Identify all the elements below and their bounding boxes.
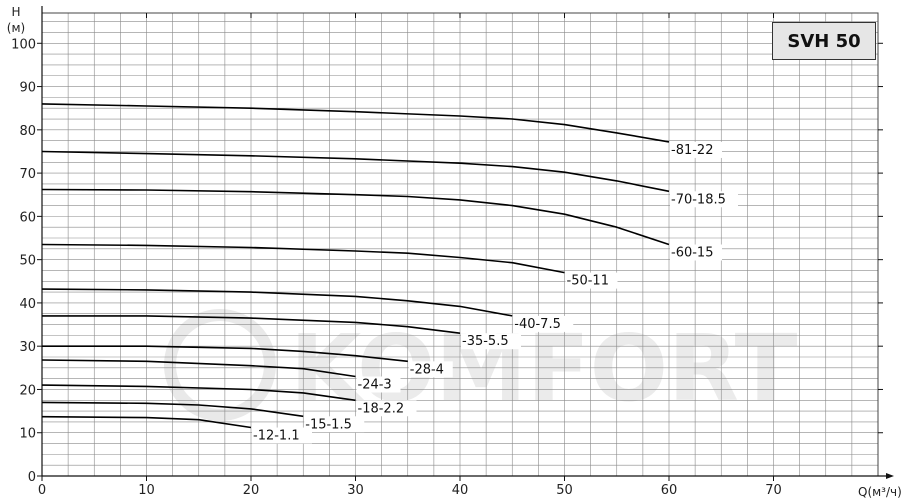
y-tick-label: 100 <box>11 37 36 52</box>
y-tick-label: 70 <box>19 167 36 182</box>
curve-label-background <box>461 333 521 350</box>
x-tick-label: 50 <box>556 483 573 498</box>
curve-15-1.5 <box>41 401 304 418</box>
chart-title: SVH 50 <box>772 22 876 60</box>
x-tick-label: 30 <box>347 483 364 498</box>
curve-50-11 <box>41 243 565 274</box>
curve-label: -81-22 <box>671 143 713 158</box>
curve-label: -15-1.5 <box>305 417 352 432</box>
curve-12-1.1 <box>41 415 252 429</box>
y-tick-label: 60 <box>19 210 36 225</box>
curve-label-background <box>304 416 365 433</box>
x-axis-label: Q(м³/ч) <box>858 485 902 499</box>
curve-label: -35-5.5 <box>462 334 509 349</box>
y-tick-label: 90 <box>19 81 36 96</box>
series <box>41 103 670 429</box>
x-tick-label: 0 <box>38 483 46 498</box>
y-tick-label: 20 <box>19 383 36 398</box>
curve-label-background <box>670 244 722 261</box>
watermark-logo <box>164 309 276 421</box>
x-tick-label: 20 <box>243 483 260 498</box>
curve-label: -60-15 <box>671 246 713 261</box>
curve-28-4 <box>42 345 408 363</box>
curve-label: -50-11 <box>567 274 609 289</box>
curve-24-3 <box>41 359 356 378</box>
y-tick-label: 80 <box>19 124 36 139</box>
y-axis-label: H <box>11 5 20 19</box>
curve-label: -12-1.1 <box>253 429 300 444</box>
x-tick-label: 70 <box>765 483 782 498</box>
curve-label: -24-3 <box>358 377 392 392</box>
y-tick-label: 10 <box>19 427 36 442</box>
curve-label: -18-2.2 <box>358 401 405 416</box>
y-tick-label: 50 <box>19 254 36 269</box>
x-tick-label: 10 <box>138 483 155 498</box>
curve-label-background <box>513 315 574 332</box>
curve-18-2.2 <box>41 384 356 402</box>
y-tick-label: 0 <box>28 470 36 485</box>
x-tick-label: 40 <box>452 483 469 498</box>
curve-label-background <box>356 400 417 417</box>
x-tick-label: 60 <box>661 483 678 498</box>
curve-label-background <box>670 141 722 158</box>
curve-label-background <box>670 191 738 208</box>
y-tick-label: 30 <box>19 340 36 355</box>
curve-label-background <box>565 272 618 289</box>
curve-label: -40-7.5 <box>514 317 561 332</box>
curve-label-background <box>252 427 312 444</box>
curve-60-15 <box>41 188 670 246</box>
curve-35-5.5 <box>42 315 461 334</box>
curve-label: -28-4 <box>410 362 444 377</box>
y-axis-unit: (м) <box>7 21 25 35</box>
curve-label-background <box>408 361 453 378</box>
curve-label: -70-18.5 <box>671 192 726 207</box>
axes: H (м) Q(м³/ч) <box>7 5 902 499</box>
x-axis-arrow <box>886 473 894 479</box>
y-tick-label: 40 <box>19 297 36 312</box>
curve-label-background <box>356 376 401 393</box>
curve-70-18.5 <box>41 150 670 193</box>
curve-40-7.5 <box>41 288 513 317</box>
curve-81-22 <box>41 103 670 143</box>
